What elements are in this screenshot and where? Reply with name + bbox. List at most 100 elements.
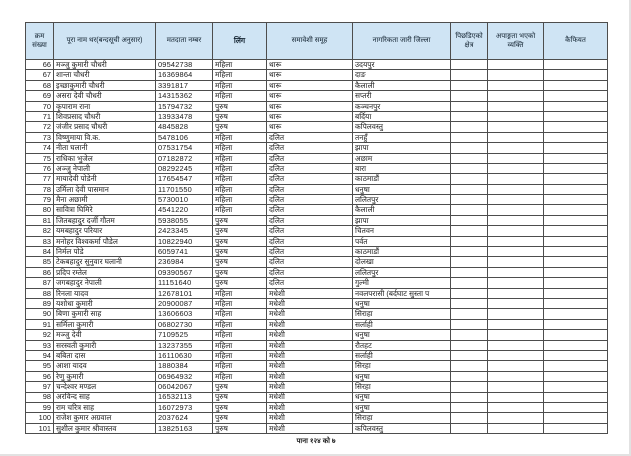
- cell-gender: पुरुष: [212, 121, 267, 133]
- cell-serial: 70: [25, 100, 54, 112]
- cell-voter_no: 07182872: [155, 152, 213, 164]
- cell-voter_no: 13237355: [155, 339, 213, 351]
- header-remarks: कैफियत: [543, 22, 608, 60]
- cell-district: बारा: [352, 162, 451, 175]
- table-header: क्रम संख्या पूरा नाम थर(बन्दसूची अनुसार)…: [25, 22, 608, 60]
- cell-backward_area: [450, 246, 488, 258]
- cell-remarks: [543, 277, 608, 289]
- cell-remarks: [543, 391, 608, 403]
- cell-voter_no: 13606603: [155, 308, 213, 320]
- cell-gender: पुरुष: [212, 110, 267, 123]
- cell-serial: 76: [25, 162, 54, 175]
- cell-backward_area: [450, 349, 488, 362]
- table-row: 86 प्रदिप रम्तेल 09390567 पुरुष दलित ललितपुर: [25, 266, 608, 279]
- cell-name: इच्छाकुमारी चौधरी: [53, 79, 156, 92]
- header-row: क्रम संख्या पूरा नाम थर(बन्दसूची अनुसार)…: [25, 22, 608, 60]
- table-row: 80 सावित्रा घिमिरे 4541220 महिला दलित कैलाली: [25, 204, 608, 216]
- cell-serial: 71: [25, 110, 54, 123]
- table-row: 94 बबिता दास 16110630 महिला मधेशी सर्लाही: [25, 349, 608, 362]
- cell-disability: [487, 194, 544, 206]
- cell-backward_area: [450, 214, 488, 227]
- cell-gender: पुरुष: [212, 256, 267, 268]
- table-row: 72 जंजीर प्रसाद चौधरी 4845828 पुरुष थारू कपिल…: [25, 121, 608, 133]
- cell-gender: महिला: [212, 297, 267, 310]
- cell-backward_area: [450, 422, 488, 435]
- cell-name: यशोधा कुमारी: [53, 297, 156, 310]
- cell-remarks: [543, 246, 608, 258]
- cell-disability: [487, 329, 544, 341]
- cell-gender: महिला: [212, 131, 267, 144]
- cell-group: मधेशी: [266, 391, 353, 403]
- cell-backward_area: [450, 100, 488, 112]
- cell-name: रिनला यादव: [53, 287, 156, 300]
- cell-group: दलित: [266, 142, 353, 154]
- cell-voter_no: 16072973: [155, 401, 213, 414]
- cell-group: दलित: [266, 183, 353, 196]
- cell-name: टेकबहादुर सुनुवार घलानी: [53, 256, 156, 268]
- cell-voter_no: 1880384: [155, 360, 213, 372]
- table-row: 81 जितबहादुर दर्जी गौतम 5938055 पुरुष दलित झा…: [25, 214, 608, 227]
- cell-disability: [487, 308, 544, 320]
- cell-serial: 87: [25, 277, 54, 289]
- cell-group: दलित: [266, 214, 353, 227]
- cell-gender: महिला: [212, 90, 267, 102]
- cell-voter_no: 16110630: [155, 349, 213, 362]
- table-row: 99 राम चरित्र साह 16072973 पुरुष मधेशी धनुषा: [25, 401, 608, 414]
- cell-gender: महिला: [212, 308, 267, 320]
- cell-gender: महिला: [212, 349, 267, 362]
- table-row: 93 सरस्वती कुमारी 13237355 महिला मधेशी रौतहट: [25, 339, 608, 351]
- cell-name: उर्मिला देवी पासमान: [53, 183, 156, 196]
- cell-serial: 83: [25, 235, 54, 248]
- cell-serial: 82: [25, 225, 54, 237]
- table-row: 85 टेकबहादुर सुनुवार घलानी 236984 पुरुष दलित…: [25, 256, 608, 268]
- cell-serial: 69: [25, 90, 54, 102]
- cell-voter_no: 4845828: [155, 121, 213, 133]
- cell-voter_no: 12678101: [155, 287, 213, 300]
- cell-serial: 85: [25, 256, 54, 268]
- table-row: 87 जगबहादुर नेपाली 11151640 पुरुष दलित गुल्मी: [25, 277, 608, 289]
- cell-group: मधेशी: [266, 381, 353, 393]
- cell-group: दलित: [266, 256, 353, 268]
- cell-name: सावित्रा घिमिरे: [53, 204, 156, 216]
- cell-backward_area: [450, 90, 488, 102]
- cell-group: मधेशी: [266, 308, 353, 320]
- cell-disability: [487, 235, 544, 248]
- cell-voter_no: 14315362: [155, 90, 213, 102]
- cell-name: जगबहादुर नेपाली: [53, 277, 156, 289]
- cell-backward_area: [450, 69, 488, 81]
- table-row: 75 राधिका भुजेल 07182872 महिला दलित अछाम: [25, 152, 608, 164]
- cell-serial: 92: [25, 329, 54, 341]
- cell-backward_area: [450, 183, 488, 196]
- cell-group: मधेशी: [266, 349, 353, 362]
- cell-group: दलित: [266, 204, 353, 216]
- cell-district: तनहुँ: [352, 131, 451, 144]
- cell-disability: [487, 287, 544, 300]
- cell-name: असरा देवी चौधरी: [53, 90, 156, 102]
- table-row: 97 चन्देश्वर मण्डल 06042067 पुरुष मधेशी सिरहा: [25, 381, 608, 393]
- voter-list-table: क्रम संख्या पूरा नाम थर(बन्दसूची अनुसार)…: [25, 22, 608, 435]
- cell-voter_no: 06802730: [155, 318, 213, 331]
- cell-district: धनुषा: [352, 370, 451, 383]
- cell-gender: पुरुष: [212, 422, 267, 435]
- cell-serial: 81: [25, 214, 54, 227]
- cell-remarks: [543, 204, 608, 216]
- cell-name: अरविन्द साह: [53, 391, 156, 403]
- cell-gender: पुरुष: [212, 214, 267, 227]
- cell-disability: [487, 277, 544, 289]
- table-row: 67 शान्ता चौधरी 16369864 महिला थारू दाङ: [25, 69, 608, 81]
- cell-name: मञ्जु देवी: [53, 329, 156, 341]
- cell-group: थारू: [266, 58, 353, 71]
- cell-backward_area: [450, 194, 488, 206]
- table-row: 76 अञ्जु नेपाली 08292245 महिला दलित बारा: [25, 162, 608, 175]
- cell-name: विष्णुमाया वि.क.: [53, 131, 156, 144]
- cell-voter_no: 4541220: [155, 204, 213, 216]
- table-row: 71 शिवप्रसाद चौधरी 13933478 पुरुष थारू बर्दिय…: [25, 110, 608, 123]
- cell-remarks: [543, 308, 608, 320]
- cell-district: कपिलवस्तु: [352, 121, 451, 133]
- cell-gender: पुरुष: [212, 100, 267, 112]
- cell-backward_area: [450, 318, 488, 331]
- cell-disability: [487, 173, 544, 185]
- cell-serial: 99: [25, 401, 54, 414]
- cell-serial: 68: [25, 79, 54, 92]
- cell-district: अछाम: [352, 152, 451, 164]
